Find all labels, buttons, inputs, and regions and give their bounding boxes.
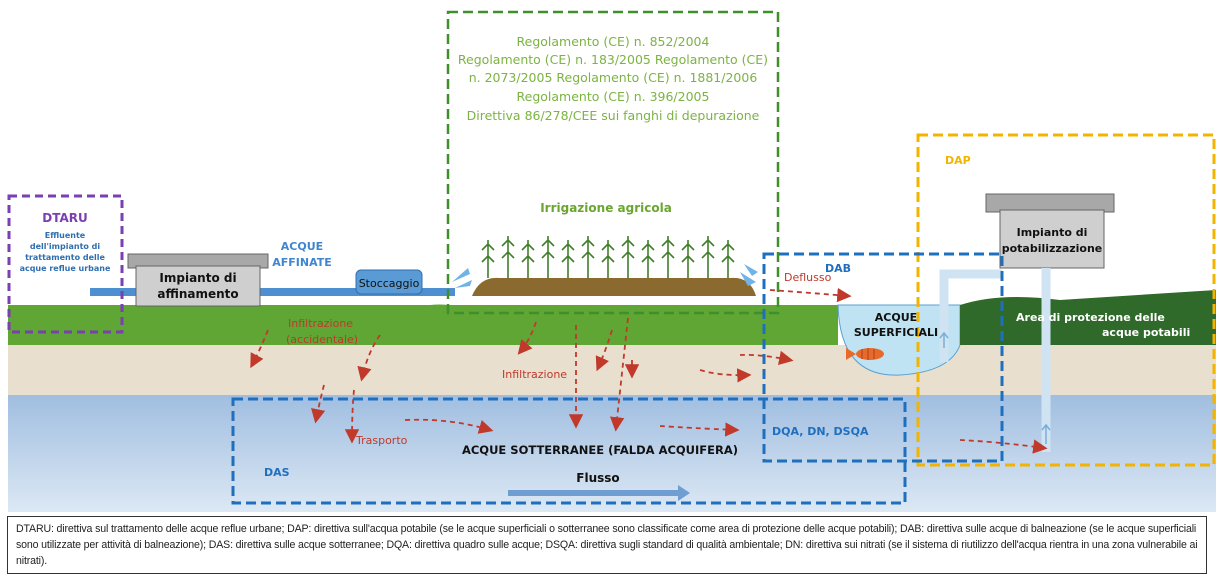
water-reuse-diagram: Regolamento (CE) n. 852/2004 Regolamento… bbox=[7, 10, 1216, 512]
regulation-line-1: Regolamento (CE) n. 852/2004 bbox=[517, 34, 710, 49]
potabilization-plant bbox=[999, 209, 1105, 269]
surface-water-line-2: SUPERFICIALI bbox=[854, 326, 938, 339]
fish-icon bbox=[846, 348, 884, 360]
flow-arrow bbox=[508, 490, 678, 496]
dtaru-line-3: trattamento delle bbox=[25, 253, 105, 262]
dtaru-line-1: Effluente bbox=[45, 231, 86, 240]
das-box bbox=[231, 397, 907, 505]
dqa-label: DQA, DN, DSQA bbox=[772, 425, 869, 438]
soil-layer bbox=[8, 345, 1216, 395]
surface-water-line-1: ACQUE bbox=[875, 311, 917, 324]
dab-box bbox=[762, 252, 1004, 463]
regulations-box bbox=[446, 10, 780, 315]
grass-left bbox=[8, 305, 838, 345]
dab-label: DAB bbox=[825, 262, 851, 275]
das-label: DAS bbox=[264, 466, 290, 479]
runoff-label: Deflusso bbox=[784, 271, 832, 284]
crop-plants bbox=[481, 236, 735, 278]
potable-plant-line-1: Impianto di bbox=[1017, 226, 1088, 239]
infiltration-label: Infiltrazione bbox=[502, 368, 567, 381]
dap-box bbox=[916, 133, 1216, 467]
dtaru-title: DTARU bbox=[42, 211, 88, 225]
dtaru-line-4: acque reflue urbane bbox=[20, 264, 111, 273]
regulation-line-5: Direttiva 86/278/CEE sui fanghi di depur… bbox=[467, 108, 760, 123]
legend-caption: DTARU: direttiva sul trattamento delle a… bbox=[7, 516, 1207, 574]
groundwater-label: ACQUE SOTTERRANEE (FALDA ACQUIFERA) bbox=[462, 443, 738, 457]
infiltration-acc-line-2: (accidentale) bbox=[286, 333, 358, 346]
plant-label-line-1: Impianto di bbox=[159, 271, 236, 285]
pipe bbox=[90, 288, 455, 296]
storage-tank bbox=[355, 269, 423, 295]
flow-label: Flusso bbox=[576, 471, 619, 485]
potable-plant-line-2: potabilizzazione bbox=[1002, 242, 1103, 255]
storage-label: Stoccaggio bbox=[359, 277, 420, 290]
affinamento-plant bbox=[135, 265, 261, 307]
regulation-line-2: Regolamento (CE) n. 183/2005 Regolamento… bbox=[458, 52, 768, 67]
protection-line-1: Area di protezione delle bbox=[1016, 311, 1165, 324]
field-soil bbox=[472, 277, 756, 296]
reclaimed-line-2: AFFINATE bbox=[272, 256, 332, 269]
transport-label: Trasporto bbox=[355, 434, 408, 447]
irrigation-label: Irrigazione agricola bbox=[540, 201, 672, 215]
protection-area-ground bbox=[960, 290, 1216, 345]
infiltration-acc-line-1: Infiltrazione bbox=[288, 317, 353, 330]
plant-label-line-2: affinamento bbox=[157, 287, 238, 301]
dtaru-box bbox=[7, 194, 124, 334]
protection-line-2: acque potabili bbox=[1102, 326, 1190, 339]
regulation-line-4: Regolamento (CE) n. 396/2005 bbox=[517, 89, 710, 104]
regulation-line-3: n. 2073/2005 Regolamento (CE) n. 1881/20… bbox=[469, 70, 758, 85]
water-spray bbox=[452, 264, 758, 288]
reclaimed-line-1: ACQUE bbox=[281, 240, 323, 253]
dap-label: DAP bbox=[945, 154, 971, 167]
dtaru-line-2: dell'impianto di bbox=[30, 242, 101, 251]
